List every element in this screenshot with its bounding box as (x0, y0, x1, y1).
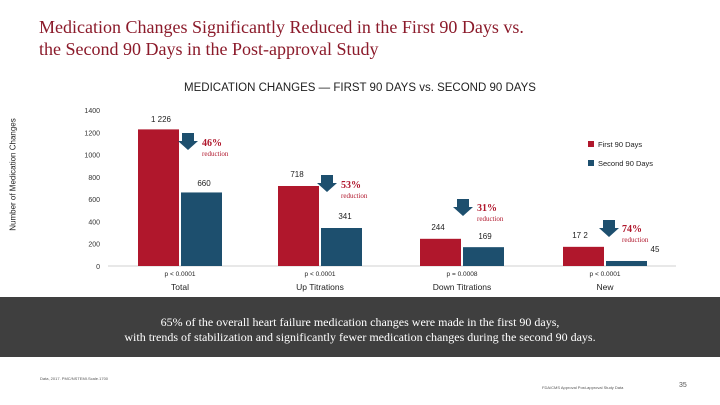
p-value-label: p < 0.0001 (590, 271, 621, 278)
value-label: 45 (651, 245, 660, 254)
bar-first-90-new (563, 246, 604, 266)
value-label: 341 (338, 212, 352, 221)
bar-second-90-total (181, 192, 222, 266)
reduction-word: reduction (341, 192, 368, 200)
x-category-label: Down Titrations (433, 282, 492, 292)
y-tick-label: 800 (88, 175, 100, 182)
value-label: 244 (431, 223, 445, 232)
reduction-percent: 53% (341, 180, 361, 191)
legend-label-second-90: Second 90 Days (598, 159, 653, 168)
slide-title-line-1: Medication Changes Significantly Reduced… (39, 17, 524, 37)
bar-first-90-total (138, 129, 179, 266)
y-tick-label: 600 (88, 197, 100, 204)
down-arrow-icon (453, 199, 473, 216)
reduction-word: reduction (477, 215, 504, 223)
down-arrow-icon (317, 175, 337, 192)
x-category-label: Total (171, 282, 189, 292)
p-value-label: p = 0.0008 (447, 271, 478, 278)
summary-line-2: with trends of stabilization and signifi… (124, 330, 596, 344)
bar-first-90-up-titrations (278, 185, 319, 266)
down-arrow-icon (178, 133, 198, 150)
legend-label-first-90: First 90 Days (598, 140, 642, 149)
x-category-label: Up Titrations (296, 282, 344, 292)
bar-second-90-up-titrations (321, 228, 362, 266)
y-tick-label: 1000 (84, 153, 100, 160)
x-category-label: New (596, 282, 614, 292)
reduction-percent: 46% (202, 138, 222, 149)
value-label: 660 (197, 179, 211, 188)
page-number: 35 (679, 382, 687, 389)
slide-title: Medication Changes Significantly Reduced… (39, 16, 659, 60)
bar-first-90-down-titrations (420, 238, 461, 266)
y-tick-label: 0 (96, 264, 100, 271)
bar-chart: 0 200 400 600 800 1000 1200 1400 Total p < 0.0001… (84, 108, 676, 292)
reduction-word: reduction (202, 150, 229, 158)
summary-line-1: 65% of the overall heart failure medicat… (160, 315, 560, 329)
p-value-label: p < 0.0001 (305, 271, 336, 278)
reduction-percent: 31% (477, 203, 497, 214)
summary-text: 65% of the overall heart failure medicat… (90, 315, 630, 345)
bar-second-90-down-titrations (463, 247, 504, 266)
reduction-percent: 74% (622, 224, 642, 235)
value-label: 17 2 (572, 231, 588, 240)
reduction-word: reduction (622, 236, 649, 244)
summary-banner (0, 297, 720, 357)
chart-title: MEDICATION CHANGES — FIRST 90 DAYS vs. S… (184, 82, 536, 94)
footnote-left: Data, 2017. PMC/NSTEMI.Scale.1700 (40, 376, 109, 381)
y-tick-label: 200 (88, 242, 100, 249)
y-tick-label: 1400 (84, 108, 100, 115)
legend-swatch-first-90 (588, 141, 594, 147)
y-tick-label: 1200 (84, 130, 100, 137)
bar-second-90-new (606, 260, 647, 266)
legend-swatch-second-90 (588, 160, 594, 166)
down-arrow-icon (599, 220, 619, 237)
y-tick-label: 400 (88, 219, 100, 226)
value-label: 1 226 (151, 115, 172, 124)
value-label: 169 (478, 232, 492, 241)
p-value-label: p < 0.0001 (165, 271, 196, 278)
value-label: 718 (290, 170, 304, 179)
slide-title-line-2: the Second 90 Days in the Post-approval … (39, 39, 379, 59)
footnote-right: FDA/CMS Approval Post-approval Study Dat… (542, 385, 624, 390)
